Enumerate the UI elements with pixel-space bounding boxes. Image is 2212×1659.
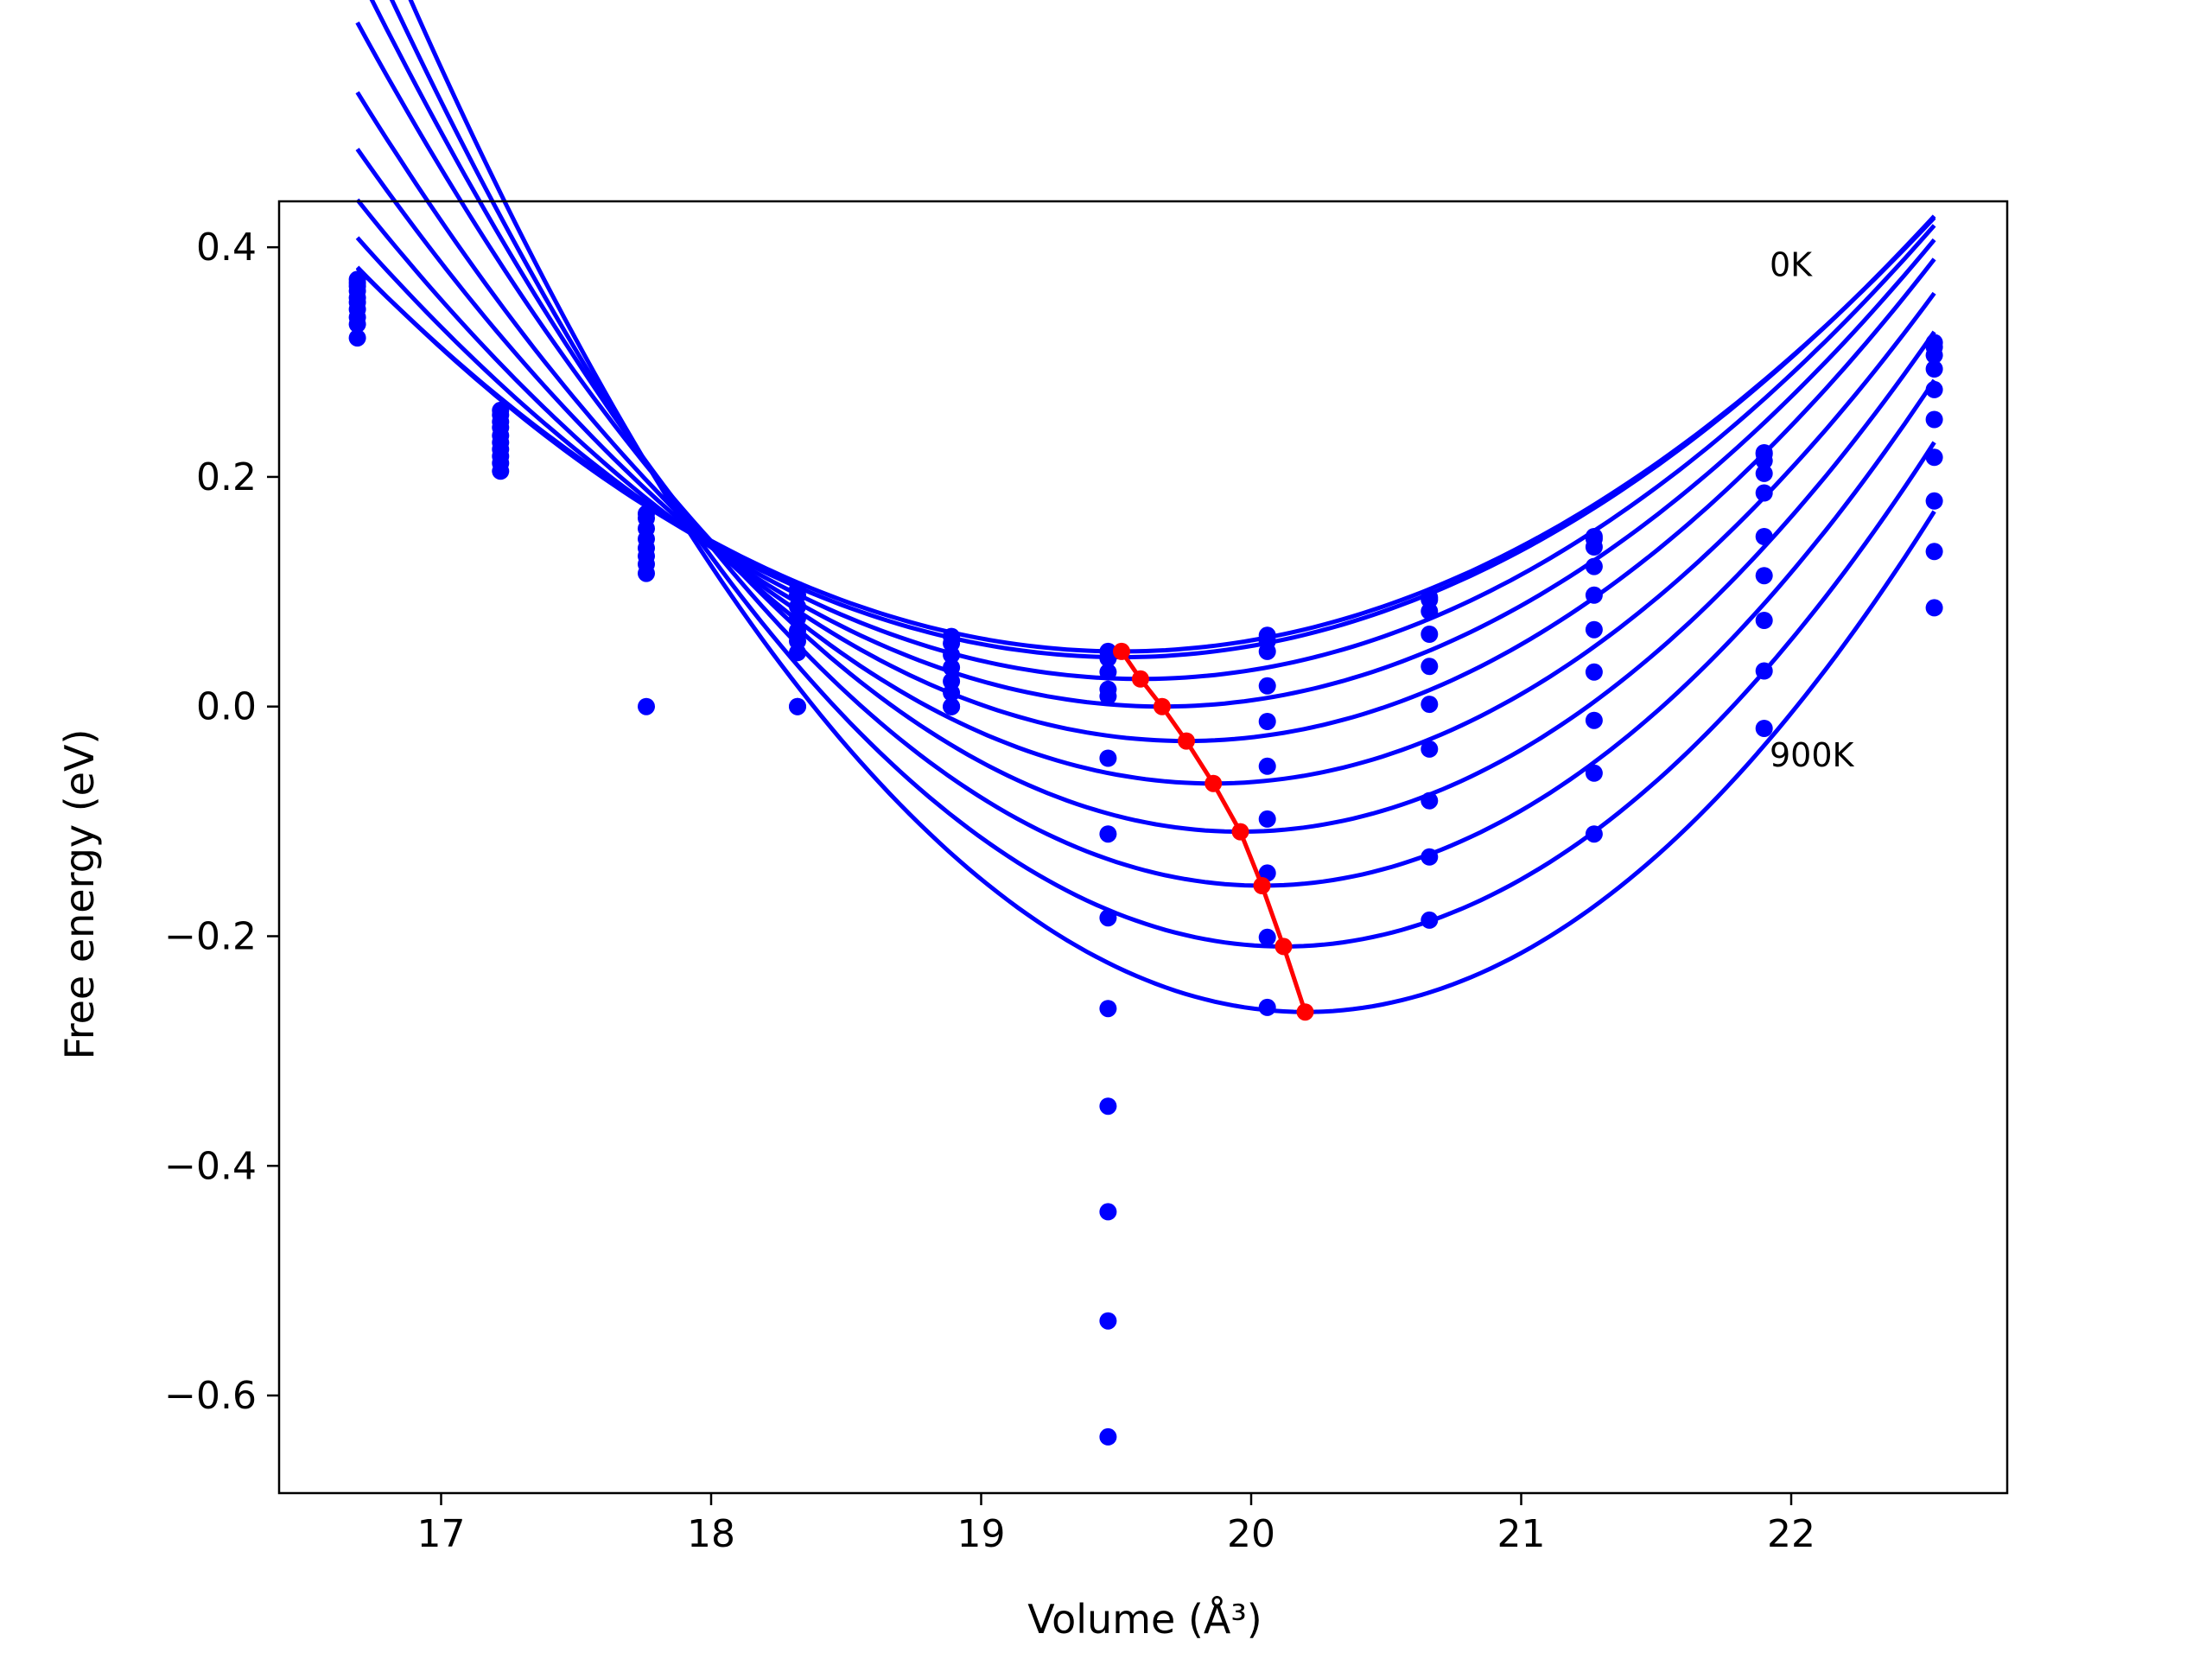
- data-point: [1099, 825, 1117, 843]
- minimum-point: [1113, 642, 1130, 660]
- data-point: [1925, 380, 1943, 398]
- y-axis-label: Free energy (eV): [56, 729, 103, 1060]
- data-point: [1585, 764, 1603, 782]
- data-point: [1925, 410, 1943, 429]
- data-point: [1925, 599, 1943, 617]
- data-point: [1258, 928, 1276, 946]
- data-point: [1099, 687, 1117, 705]
- data-point: [1925, 346, 1943, 365]
- data-point: [1421, 602, 1439, 620]
- data-point: [1925, 543, 1943, 561]
- data-point: [1099, 1203, 1117, 1221]
- y-tick-label: −0.6: [164, 1374, 257, 1418]
- minimum-point: [1296, 1003, 1314, 1021]
- annotation-900k: 900K: [1770, 736, 1855, 774]
- data-point: [1099, 1427, 1117, 1446]
- data-point: [1258, 998, 1276, 1016]
- data-point: [492, 462, 510, 480]
- minimum-point: [1231, 823, 1249, 841]
- data-point: [1099, 909, 1117, 927]
- minimum-point: [1131, 670, 1149, 688]
- minimum-point: [1178, 732, 1195, 750]
- data-point: [1585, 586, 1603, 604]
- data-point: [943, 697, 961, 715]
- y-tick-label: −0.4: [164, 1144, 257, 1188]
- data-point: [1099, 749, 1117, 767]
- data-point: [1258, 642, 1276, 660]
- fit-curve-500K: [355, 91, 1936, 786]
- fit-curve-300K: [355, 198, 1936, 709]
- data-point: [348, 315, 366, 334]
- x-tick-label: 18: [687, 1512, 735, 1556]
- data-point: [1099, 649, 1117, 667]
- data-point: [1585, 663, 1603, 681]
- data-point: [1755, 720, 1773, 737]
- data-point: [1755, 567, 1773, 585]
- data-point: [1585, 711, 1603, 729]
- data-point: [638, 564, 655, 582]
- minimum-point: [1153, 697, 1171, 715]
- y-tick-label: 0.4: [196, 226, 257, 270]
- data-point: [789, 644, 806, 662]
- x-tick-label: 19: [957, 1512, 1006, 1556]
- data-point: [1099, 1097, 1117, 1116]
- data-point: [1421, 791, 1439, 810]
- data-point: [1925, 360, 1943, 378]
- data-point: [1421, 740, 1439, 758]
- data-point: [1585, 825, 1603, 843]
- data-point: [1099, 1312, 1117, 1330]
- axes: 17 18 19 20 21 22 0.4 0.2 0.0 −0.2 −0.4 −0.6: [164, 200, 2009, 1556]
- data-point: [638, 697, 655, 715]
- y-tick-label: 0.2: [196, 455, 257, 499]
- x-tick-label: 21: [1497, 1512, 1546, 1556]
- data-point: [1421, 658, 1439, 676]
- data-point: [1925, 448, 1943, 467]
- data-point: [943, 645, 961, 664]
- fit-curve-100K: [355, 214, 1936, 660]
- data-point: [1755, 452, 1773, 470]
- fit-curve-900K: [408, 0, 1936, 1014]
- data-point: [1421, 848, 1439, 866]
- data-point: [348, 329, 366, 347]
- y-tick-label: 0.0: [196, 685, 257, 729]
- data-point: [1421, 626, 1439, 643]
- data-point: [1585, 557, 1603, 575]
- minimum-point: [1205, 774, 1223, 792]
- data-point: [1755, 484, 1773, 502]
- minimum-point: [1253, 877, 1271, 894]
- data-point: [1258, 677, 1276, 695]
- fit-curve-600K: [355, 21, 1936, 834]
- data-point: [789, 697, 806, 715]
- data-point: [1755, 662, 1773, 680]
- data-point: [1755, 528, 1773, 545]
- plot-frame: [277, 200, 2009, 1495]
- data-point: [1585, 538, 1603, 556]
- data-point: [1099, 1000, 1117, 1018]
- data-point: [943, 658, 961, 677]
- fit-curve-400K: [355, 148, 1936, 744]
- x-tick-label: 20: [1227, 1512, 1275, 1556]
- data-point: [1421, 696, 1439, 714]
- data-point: [943, 683, 961, 702]
- x-axis-label: Volume (Å³): [1027, 1596, 1262, 1643]
- x-tick-label: 17: [417, 1512, 466, 1556]
- data-point: [1755, 612, 1773, 629]
- data-point: [1099, 663, 1117, 681]
- plot-area: 0K 900K: [348, 0, 1943, 1446]
- data-point: [1585, 620, 1603, 639]
- data-point: [789, 609, 806, 627]
- data-point: [1258, 713, 1276, 730]
- data-point: [1925, 492, 1943, 510]
- annotation-0k: 0K: [1770, 245, 1813, 283]
- data-point: [1258, 810, 1276, 828]
- x-tick-label: 22: [1767, 1512, 1815, 1556]
- data-point: [1258, 757, 1276, 775]
- minimum-point: [1274, 938, 1293, 956]
- data-point: [1755, 464, 1773, 482]
- y-tick-label: −0.2: [164, 914, 257, 958]
- data-point: [1421, 911, 1439, 929]
